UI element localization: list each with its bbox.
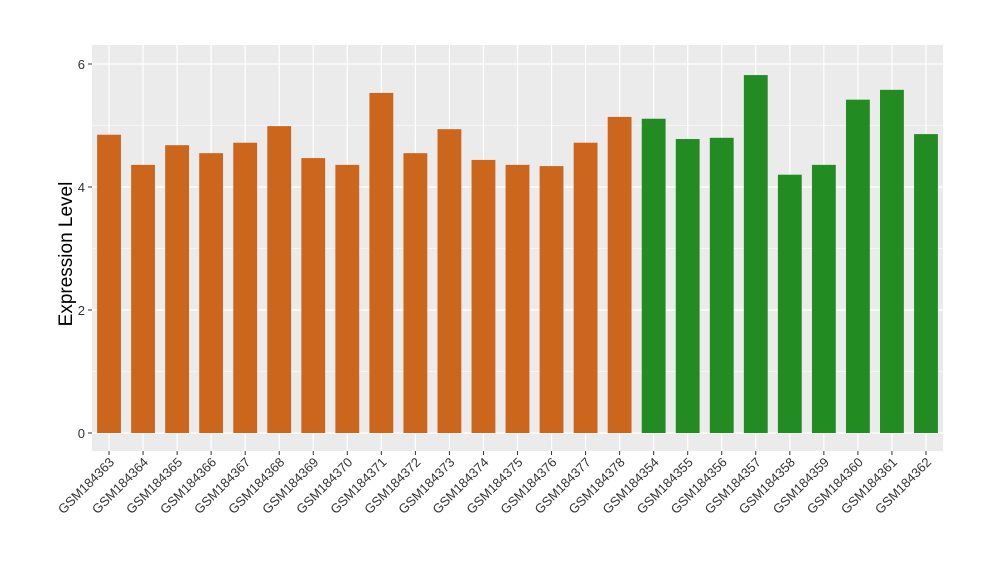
- bar-GSM184375: [505, 164, 530, 434]
- bar-GSM184373: [437, 129, 462, 433]
- y-tick-label: 6: [78, 57, 85, 72]
- x-axis: GSM184363GSM184364GSM184365GSM184366GSM1…: [55, 451, 934, 517]
- bar-GSM184362: [914, 134, 938, 434]
- bar-GSM184356: [709, 137, 734, 434]
- bar-GSM184357: [743, 75, 768, 433]
- y-axis-label: Expression Level: [56, 182, 77, 327]
- y-tick-label: 4: [78, 180, 85, 195]
- bar-GSM184365: [165, 145, 190, 433]
- bar-GSM184378: [607, 116, 632, 433]
- bar-GSM184371: [369, 92, 394, 433]
- bar-GSM184366: [199, 153, 224, 434]
- bar-GSM184368: [267, 126, 292, 434]
- bar-GSM184374: [471, 159, 496, 433]
- bar-GSM184363: [97, 134, 121, 433]
- bar-GSM184372: [403, 153, 428, 434]
- bar-GSM184367: [233, 142, 258, 433]
- bar-GSM184376: [539, 166, 564, 433]
- bar-GSM184360: [845, 99, 870, 434]
- y-tick-label: 2: [78, 303, 85, 318]
- bar-GSM184358: [777, 174, 802, 433]
- bar-GSM184369: [301, 158, 326, 433]
- bar-GSM184377: [573, 142, 598, 433]
- bar-GSM184354: [641, 118, 666, 434]
- bar-GSM184355: [675, 139, 700, 433]
- bars: [97, 75, 938, 434]
- y-axis: 0 2 4 6: [78, 57, 92, 441]
- bar-GSM184359: [811, 164, 836, 434]
- bar-GSM184364: [131, 164, 155, 434]
- bar-GSM184361: [880, 89, 904, 433]
- y-tick-label: 0: [78, 426, 85, 441]
- bar-GSM184370: [335, 164, 360, 434]
